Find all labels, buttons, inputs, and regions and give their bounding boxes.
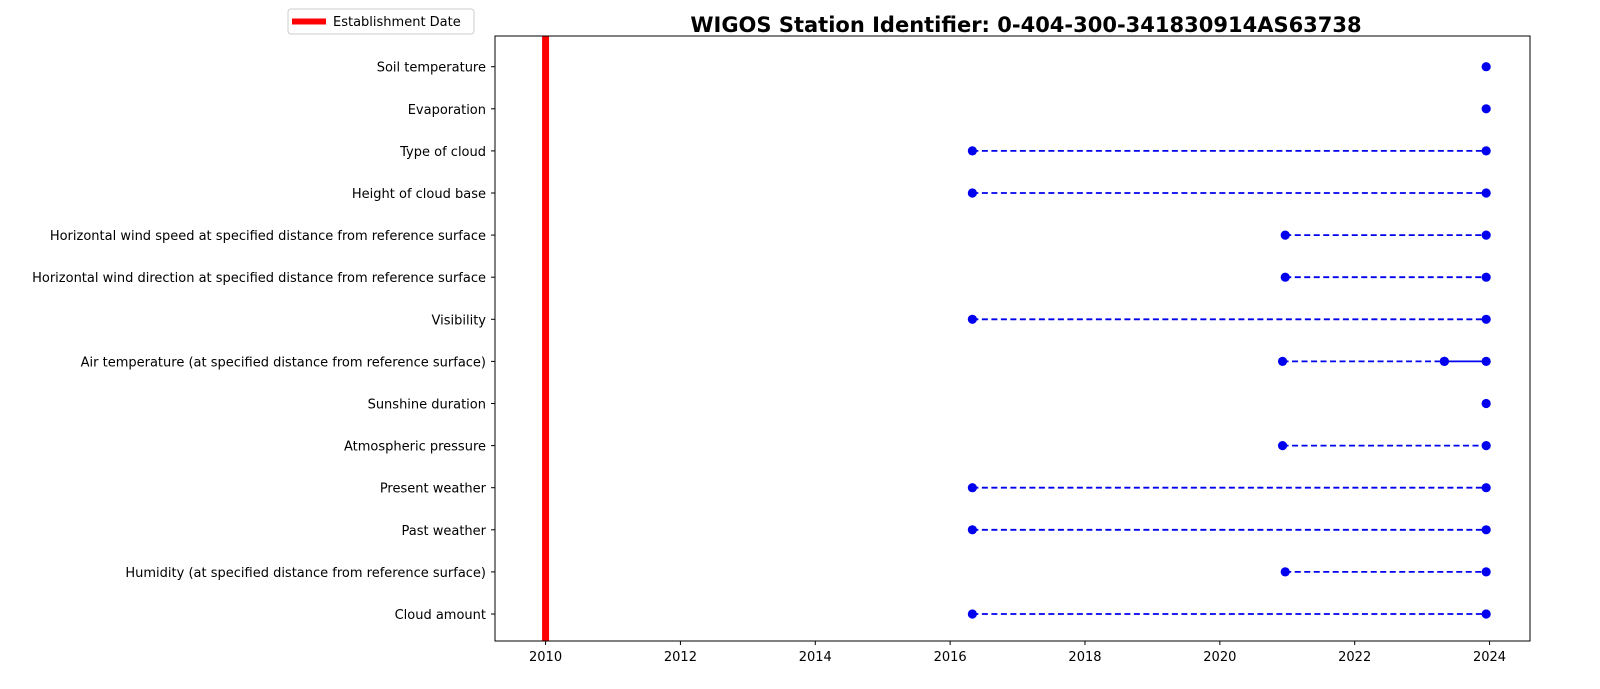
y-tick-label: Soil temperature [377, 61, 486, 76]
y-tick-label: Sunshine duration [368, 398, 486, 413]
x-tick-label: 2014 [799, 650, 832, 665]
y-tick-label: Atmospheric pressure [344, 440, 486, 455]
data-point [1481, 146, 1491, 156]
y-tick-label: Horizontal wind direction at specified d… [32, 271, 486, 286]
x-tick-label: 2012 [664, 650, 697, 665]
data-point [1277, 356, 1288, 366]
x-tick-label: 2016 [934, 650, 967, 665]
chart-marks [542, 36, 1491, 641]
x-tick-label: 2024 [1473, 650, 1506, 665]
y-tick-label: Humidity (at specified distance from ref… [125, 566, 486, 581]
data-point [1481, 525, 1491, 535]
data-point [1280, 230, 1290, 240]
data-point [1277, 441, 1288, 451]
data-point [1481, 188, 1491, 198]
chart-title: WIGOS Station Identifier: 0-404-300-3418… [690, 13, 1361, 37]
data-point [1481, 609, 1491, 619]
y-tick-label: Horizontal wind speed at specified dista… [50, 229, 486, 244]
data-point [1481, 314, 1491, 324]
y-tick-label: Cloud amount [395, 608, 486, 623]
data-point [1280, 272, 1290, 282]
data-point [967, 525, 977, 535]
data-point [967, 146, 977, 156]
data-point [967, 483, 977, 493]
data-point [1439, 356, 1449, 366]
y-tick-label: Type of cloud [399, 145, 486, 160]
data-point [1481, 272, 1491, 282]
data-point [1481, 230, 1491, 240]
y-tick-label: Evaporation [408, 103, 486, 118]
legend: Establishment Date [287, 8, 475, 35]
data-point [1481, 441, 1491, 451]
data-point [1481, 104, 1491, 114]
plot-area [495, 36, 1530, 641]
data-point [1481, 567, 1491, 577]
data-point [1481, 356, 1491, 366]
data-point [1280, 567, 1290, 577]
y-tick-label: Air temperature (at specified distance f… [81, 355, 486, 370]
y-tick-label: Past weather [402, 524, 487, 539]
x-tick-label: 2022 [1338, 650, 1371, 665]
data-point [1481, 398, 1491, 409]
y-tick-label: Visibility [432, 313, 487, 328]
data-point [1481, 483, 1491, 493]
x-tick-label: 2020 [1203, 650, 1236, 665]
y-tick-label: Present weather [380, 482, 487, 497]
y-axis: Cloud amount Humidity (at specified dista… [32, 61, 495, 623]
y-tick-label: Height of cloud base [352, 187, 486, 202]
data-point [967, 609, 977, 619]
legend-box [287, 8, 475, 35]
data-point [967, 314, 977, 324]
x-tick-label: 2010 [529, 650, 562, 665]
data-point [1481, 62, 1491, 72]
legend-label: Establishment Date [333, 15, 461, 30]
x-axis: 2010 2012 2014 2016 2018 2020 2022 2024 [529, 641, 1506, 665]
x-tick-label: 2018 [1068, 650, 1101, 665]
data-point [967, 188, 977, 198]
plot-frame [494, 35, 1531, 642]
